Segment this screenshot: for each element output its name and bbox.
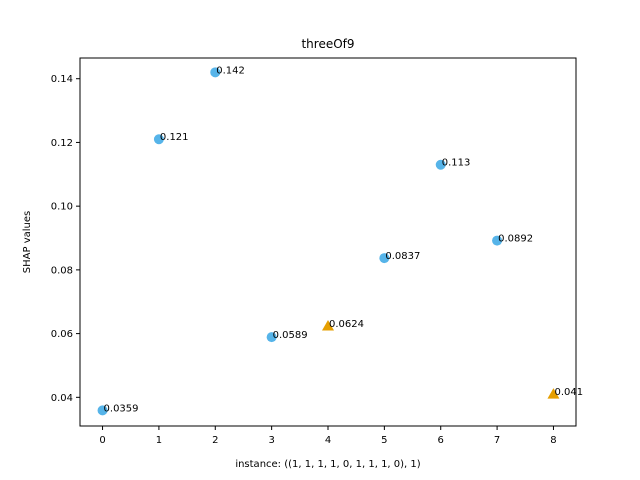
data-labels: 0.0359 0.121 0.142 0.0589 0.0624 0.0837 0.113 0… (104, 65, 584, 414)
data-point-circle (153, 134, 164, 145)
data-point-circle (379, 253, 390, 264)
x-tick-label: 5 (381, 435, 387, 446)
x-tick-label: 3 (268, 435, 274, 446)
y-axis-ticks: 0.04 0.06 0.08 0.10 0.12 0.14 (51, 74, 80, 404)
data-point-circle (435, 159, 446, 170)
data-label: 0.121 (160, 132, 189, 143)
x-axis-ticks: 0 1 2 3 4 5 6 7 8 (99, 426, 557, 446)
data-label: 0.142 (216, 65, 245, 76)
x-tick-label: 6 (438, 435, 444, 446)
data-label: 0.0837 (385, 251, 420, 262)
data-point-circle (266, 332, 277, 343)
data-label: 0.113 (442, 158, 471, 169)
data-label: 0.041 (554, 387, 583, 398)
data-point-circle (492, 235, 503, 246)
data-label: 0.0359 (104, 403, 139, 414)
y-tick-label: 0.06 (51, 329, 73, 340)
x-tick-label: 4 (325, 435, 331, 446)
y-tick-label: 0.10 (51, 202, 73, 213)
data-point-triangle (547, 388, 560, 399)
plot-area-frame (79, 57, 577, 427)
x-tick-label: 0 (99, 435, 105, 446)
data-label: 0.0892 (498, 234, 533, 245)
data-point-circle (210, 67, 221, 78)
y-tick-label: 0.08 (51, 265, 73, 276)
x-tick-label: 2 (212, 435, 218, 446)
data-point-circle (97, 405, 108, 416)
x-tick-label: 7 (494, 435, 500, 446)
data-label: 0.0589 (273, 330, 308, 341)
x-tick-label: 1 (156, 435, 162, 446)
data-point-triangle (322, 319, 334, 331)
chart-title: threeOf9 (301, 37, 354, 51)
y-tick-label: 0.12 (51, 138, 73, 149)
data-points (97, 67, 560, 416)
x-axis-title: instance: ((1, 1, 1, 1, 0, 1, 1, 1, 0), … (235, 459, 420, 470)
data-label: 0.0624 (329, 319, 364, 330)
x-tick-label: 8 (550, 435, 556, 446)
y-axis-title: SHAP values (22, 211, 33, 273)
y-tick-label: 0.14 (51, 74, 73, 85)
y-tick-label: 0.04 (51, 393, 73, 404)
